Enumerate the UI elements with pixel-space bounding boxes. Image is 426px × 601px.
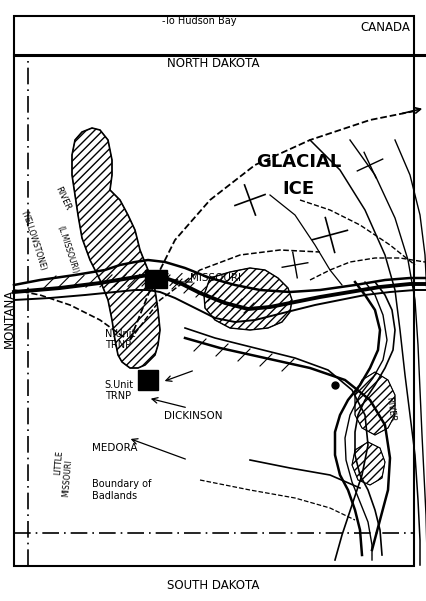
Polygon shape bbox=[351, 442, 384, 485]
Text: DICKINSON: DICKINSON bbox=[164, 411, 222, 421]
Text: S.Unit
TRNP: S.Unit TRNP bbox=[104, 380, 133, 401]
Text: RIVER: RIVER bbox=[54, 185, 72, 212]
Polygon shape bbox=[354, 372, 394, 435]
Text: NORTH DAKOTA: NORTH DAKOTA bbox=[167, 56, 259, 70]
Text: (YELLOWSTONE): (YELLOWSTONE) bbox=[19, 209, 47, 272]
Text: (L.MISSOURI): (L.MISSOURI) bbox=[55, 224, 79, 275]
Text: MONTANA: MONTANA bbox=[3, 289, 16, 348]
Text: MISSOURI: MISSOURI bbox=[190, 273, 240, 282]
Text: SOUTH DAKOTA: SOUTH DAKOTA bbox=[167, 579, 259, 593]
Text: MEDORA: MEDORA bbox=[92, 443, 137, 453]
Polygon shape bbox=[72, 128, 160, 368]
Text: RIVER: RIVER bbox=[383, 395, 396, 422]
Bar bbox=[138, 370, 158, 390]
Text: ICE: ICE bbox=[282, 180, 314, 198]
Text: LITTLE: LITTLE bbox=[53, 450, 64, 475]
Text: -To Hudson Bay: -To Hudson Bay bbox=[162, 16, 236, 26]
Text: GLACIAL: GLACIAL bbox=[256, 153, 341, 171]
Text: N.Unit
TRNP: N.Unit TRNP bbox=[104, 329, 135, 350]
Text: Boundary of
Badlands: Boundary of Badlands bbox=[92, 479, 151, 501]
Polygon shape bbox=[204, 268, 291, 330]
Text: CANADA: CANADA bbox=[359, 20, 409, 34]
Text: MISSOURI: MISSOURI bbox=[61, 459, 73, 497]
Bar bbox=[145, 270, 167, 288]
